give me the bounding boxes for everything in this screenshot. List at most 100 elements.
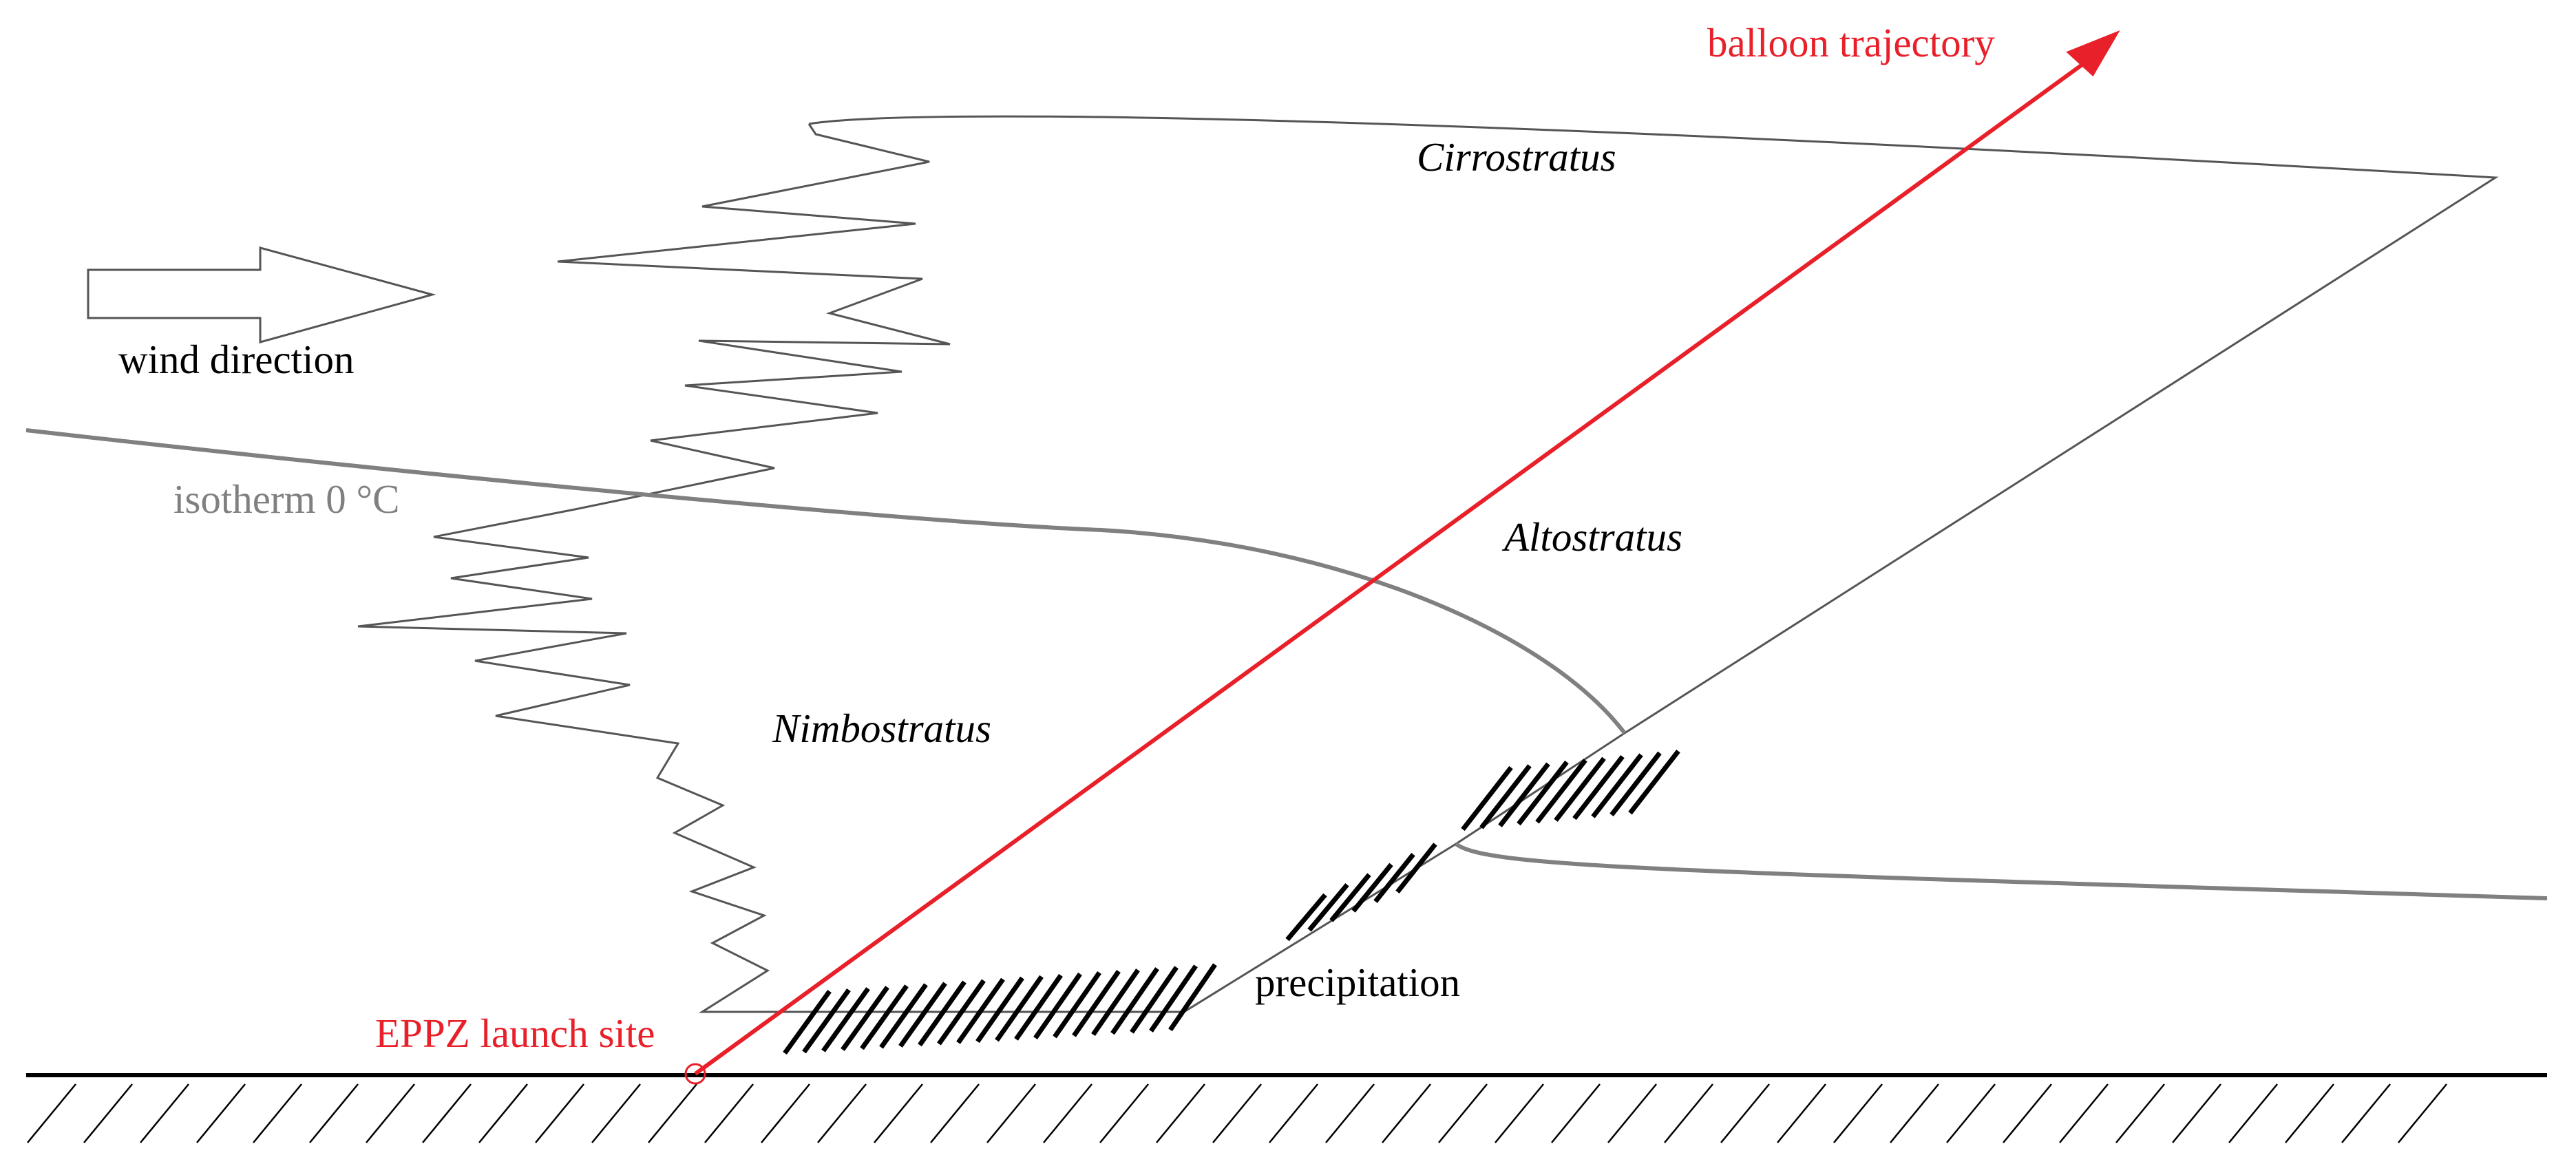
ground-hatch-stroke [478,1083,528,1143]
launch-site-label: EPPZ launch site [375,1010,655,1056]
precipitation-streak [1149,964,1198,1033]
ground-hatch-stroke [27,1083,76,1143]
ground-hatch-stroke [422,1083,472,1143]
ground-hatch-stroke [1946,1083,1996,1143]
ground-hatch-stroke [535,1083,584,1143]
precipitation-streak [1053,971,1101,1039]
precipitation-streak [1572,754,1625,821]
precipitation-streak [1517,760,1569,826]
ground-hatch-stroke [83,1083,133,1143]
precipitation-streak [802,988,851,1054]
precipitation-streak [1498,762,1550,827]
ground-hatch-stroke [196,1083,246,1143]
ground-hatch-stroke [1890,1083,1939,1143]
ground-hatch-stroke [1607,1083,1657,1143]
ground-hatch-stroke [140,1083,189,1143]
ground-hatch-stroke [2341,1083,2391,1143]
ground-hatch-stroke [1382,1083,1431,1143]
trajectory-arrowhead-icon [2066,30,2120,77]
precipitation-streak [783,989,832,1055]
ground-hatch-stroke [2003,1083,2052,1143]
precipitation-streak [1535,759,1587,824]
ground-hatch-stroke [1438,1083,1488,1143]
precipitation-streak [1395,843,1437,893]
ground-hatch-stroke [1043,1083,1092,1143]
ground-hatch-stroke [1325,1083,1375,1143]
precipitation-streak [956,977,1005,1044]
wind-direction-label: wind direction [118,337,354,382]
ground-hatch-stroke [1156,1083,1205,1143]
precipitation-streaks [783,750,1680,1055]
precipitation-streak [1110,967,1159,1035]
ground [26,1073,2547,1143]
ground-hatch-stroke [2285,1083,2334,1143]
precipitation-streak [821,987,870,1052]
precipitation-streak [1351,863,1393,913]
ground-hatch-stroke [1212,1083,1262,1143]
precipitation-streak [995,975,1044,1042]
ground-hatch-stroke [591,1083,641,1143]
precipitation-streak [918,980,967,1047]
precipitation-group-upper [1461,750,1680,832]
precipitation-streak [1628,750,1680,815]
ground-hatch-stroke [704,1083,754,1143]
precipitation-streak [1033,972,1082,1040]
ground-hatch-stroke [2172,1083,2221,1143]
precipitation-streak [1168,963,1217,1032]
precipitation-streak [898,982,947,1048]
precipitation-streak [879,983,928,1049]
precipitation-group-middle [1285,843,1437,942]
nimbostratus-label: Nimbostratus [772,706,991,751]
precipitation-streak [1461,765,1513,832]
precipitation-streak [1609,751,1662,816]
precipitation-streak [975,976,1024,1044]
precipitation-streak [1072,970,1121,1037]
launch-site-marker-icon [684,1063,706,1085]
ground-hatch-stroke [1720,1083,1770,1143]
precipitation-streak [1373,852,1415,903]
ground-hatch-stroke [1269,1083,1318,1143]
ground-hatch-stroke [2398,1083,2447,1143]
ground-hatch-stroke [1495,1083,1544,1143]
ground-hatch-stroke [2228,1083,2278,1143]
ground-hatch-stroke [1777,1083,1826,1143]
ground-hatch-stroke [874,1083,923,1143]
ground-hatch-stroke [1551,1083,1601,1143]
ground-hatch-stroke [253,1083,302,1143]
precipitation-streak [1091,969,1140,1036]
balloon-trajectory-line [694,60,2087,1076]
precipitation-streak [937,979,986,1046]
precipitation-streak [1329,873,1371,922]
precipitation-label: precipitation [1255,960,1460,1005]
precipitation-streak [860,984,909,1050]
precipitation-streak [841,986,889,1051]
wind-arrow-icon [87,246,436,343]
isotherm-line [25,428,1627,734]
precipitation-streak [1014,973,1063,1041]
ground-hatch-stroke [309,1083,359,1143]
cloud-outline [357,115,2499,1013]
cirrostratus-label: Cirrostratus [1417,134,1616,180]
precipitation-streak [1285,893,1327,942]
ground-hatch-stroke [986,1083,1036,1143]
isotherm-label: isotherm 0 °C [173,476,399,522]
precipitation-streak [1591,753,1643,818]
altostratus-label: Altostratus [1501,514,1682,560]
ground-hatch-stroke [930,1083,980,1143]
precipitation-streak [1307,883,1349,932]
ground-hatch-stroke [1099,1083,1149,1143]
ground-hatch-stroke [817,1083,867,1143]
ground-hatch-stroke [1833,1083,1883,1143]
isotherm-line-lower [1455,842,2548,900]
balloon-trajectory-label: balloon trajectory [1707,20,1995,65]
ground-hatch-stroke [1664,1083,1713,1143]
precipitation-group-ground [783,963,1217,1055]
ground-hatch-stroke [761,1083,810,1143]
ground-hatch-stroke [2059,1083,2109,1143]
ground-hatching [27,1083,2447,1143]
precipitation-streak [1554,756,1606,822]
ground-hatch-stroke [366,1083,415,1143]
precipitation-streak [1130,966,1179,1034]
precipitation-streak [1479,764,1532,829]
